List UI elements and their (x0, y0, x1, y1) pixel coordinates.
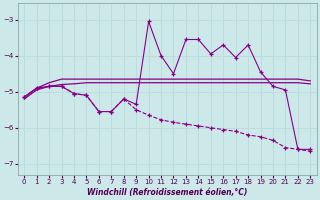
X-axis label: Windchill (Refroidissement éolien,°C): Windchill (Refroidissement éolien,°C) (87, 188, 247, 197)
